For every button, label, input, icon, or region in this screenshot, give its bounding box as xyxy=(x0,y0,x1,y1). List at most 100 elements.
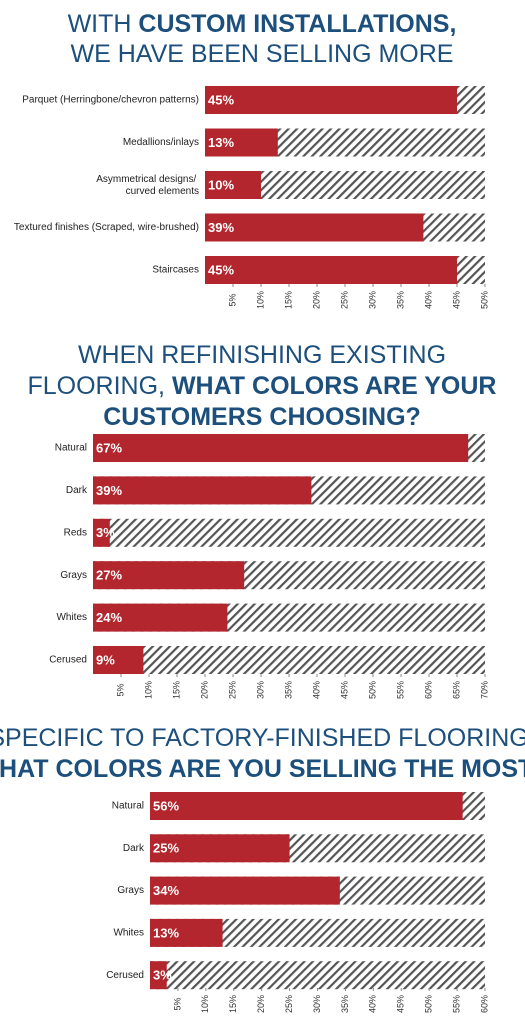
x-tick-label: 15% xyxy=(283,291,293,309)
bar xyxy=(93,603,228,632)
x-tick-label: 15% xyxy=(228,995,238,1013)
x-tick-label: 10% xyxy=(200,995,210,1013)
value-label: 25% xyxy=(153,841,179,856)
title-segment: SPECIFIC TO FACTORY-FINISHED FLOORING, xyxy=(0,724,525,752)
bar xyxy=(93,646,144,674)
category-label: Textured finishes (Scraped, wire-brushed… xyxy=(14,222,199,233)
category-label: Medallions/inlays xyxy=(123,137,199,148)
category-label: Staircases xyxy=(152,265,199,276)
bar xyxy=(150,961,167,990)
x-tick-label: 35% xyxy=(340,995,350,1013)
value-label: 45% xyxy=(208,92,234,107)
category-label: Asymmetrical designs/ curved elements xyxy=(96,174,199,197)
x-tick-label: 45% xyxy=(339,681,349,699)
x-tick-label: 30% xyxy=(312,995,322,1013)
chart-title-line: WHAT COLORS ARE YOU SELLING THE MOST? xyxy=(0,755,525,783)
x-tick-label: 35% xyxy=(283,681,293,699)
title-segment: WITH xyxy=(68,10,139,38)
chart-title-line: SPECIFIC TO FACTORY-FINISHED FLOORING, xyxy=(0,724,525,752)
x-tick-label: 50% xyxy=(479,291,489,309)
category-label: Cerused xyxy=(106,970,144,981)
title-segment: WE HAVE BEEN SELLING MORE xyxy=(71,40,454,68)
x-tick-label: 20% xyxy=(256,995,266,1013)
chart-title-line: CUSTOMERS CHOOSING? xyxy=(103,403,421,431)
chart: WITH CUSTOM INSTALLATIONS,WE HAVE BEEN S… xyxy=(14,10,489,309)
x-tick-label: 30% xyxy=(367,291,377,309)
x-tick-label: 5% xyxy=(115,683,125,696)
category-label: Grays xyxy=(117,885,144,896)
chart-title-line: WHEN REFINISHING EXISTING xyxy=(78,341,446,369)
x-tick-label: 25% xyxy=(339,291,349,309)
bar xyxy=(93,476,312,505)
x-tick-label: 40% xyxy=(311,681,321,699)
title-segment: WHEN REFINISHING EXISTING xyxy=(78,341,446,369)
title-segment: FLOORING, xyxy=(27,372,171,400)
x-tick-label: 5% xyxy=(172,997,182,1010)
bar xyxy=(205,256,457,284)
title-segment: CUSTOMERS CHOOSING? xyxy=(103,403,421,431)
value-label: 56% xyxy=(153,798,179,813)
x-tick-label: 60% xyxy=(479,995,489,1013)
value-label: 24% xyxy=(96,610,122,625)
value-label: 39% xyxy=(96,483,122,498)
x-tick-label: 50% xyxy=(424,995,434,1013)
value-label: 10% xyxy=(208,177,234,192)
x-tick-label: 20% xyxy=(311,291,321,309)
bar xyxy=(205,86,457,114)
bar xyxy=(205,213,424,242)
category-label: Natural xyxy=(112,801,144,812)
x-tick-label: 45% xyxy=(451,291,461,309)
x-tick-label: 55% xyxy=(451,995,461,1013)
bar xyxy=(93,434,469,462)
x-tick-label: 65% xyxy=(451,681,461,699)
bar-track xyxy=(150,961,485,990)
value-label: 13% xyxy=(208,135,234,150)
bar-track xyxy=(93,646,485,674)
x-tick-label: 45% xyxy=(396,995,406,1013)
title-segment: WHAT COLORS ARE YOUR xyxy=(172,372,497,400)
title-segment: WHAT COLORS ARE YOU SELLING THE MOST? xyxy=(0,755,525,783)
x-tick-label: 35% xyxy=(395,291,405,309)
x-tick-label: 20% xyxy=(199,681,209,699)
bar xyxy=(205,128,278,157)
category-label: Whites xyxy=(113,928,144,939)
chart: WHEN REFINISHING EXISTING FLOORING, WHAT … xyxy=(27,341,496,699)
category-label: Natural xyxy=(55,443,87,454)
chart-title-line: WITH CUSTOM INSTALLATIONS, xyxy=(68,10,457,38)
bar xyxy=(150,792,463,820)
x-tick-label: 55% xyxy=(395,681,405,699)
x-tick-label: 25% xyxy=(227,681,237,699)
x-tick-label: 70% xyxy=(479,681,489,699)
value-label: 67% xyxy=(96,440,122,455)
chart: SPECIFIC TO FACTORY-FINISHED FLOORING, WH… xyxy=(0,724,525,1013)
category-label: Parquet (Herringbone/chevron patterns) xyxy=(22,95,199,106)
value-label: 3% xyxy=(153,968,172,983)
bar xyxy=(150,834,290,863)
x-tick-label: 40% xyxy=(423,291,433,309)
x-tick-label: 50% xyxy=(367,681,377,699)
value-label: 3% xyxy=(96,525,115,540)
chart-title-line: WE HAVE BEEN SELLING MORE xyxy=(71,40,454,68)
category-label: Dark xyxy=(123,843,145,854)
category-label: Dark xyxy=(66,485,88,496)
bar xyxy=(150,876,340,905)
bar xyxy=(205,171,261,199)
category-label: Whites xyxy=(56,612,87,623)
value-label: 45% xyxy=(208,262,234,277)
value-label: 34% xyxy=(153,883,179,898)
bar xyxy=(93,518,110,547)
category-label: Reds xyxy=(64,527,87,538)
chart-title-line: FLOORING, WHAT COLORS ARE YOUR xyxy=(27,372,496,400)
value-label: 39% xyxy=(208,220,234,235)
title-segment: CUSTOM INSTALLATIONS, xyxy=(138,10,456,38)
category-label: Cerused xyxy=(49,655,87,666)
x-tick-label: 10% xyxy=(255,291,265,309)
x-tick-label: 15% xyxy=(171,681,181,699)
x-tick-label: 10% xyxy=(143,681,153,699)
value-label: 27% xyxy=(96,568,122,583)
bar xyxy=(93,561,245,590)
x-tick-label: 30% xyxy=(255,681,265,699)
x-tick-label: 5% xyxy=(227,293,237,306)
